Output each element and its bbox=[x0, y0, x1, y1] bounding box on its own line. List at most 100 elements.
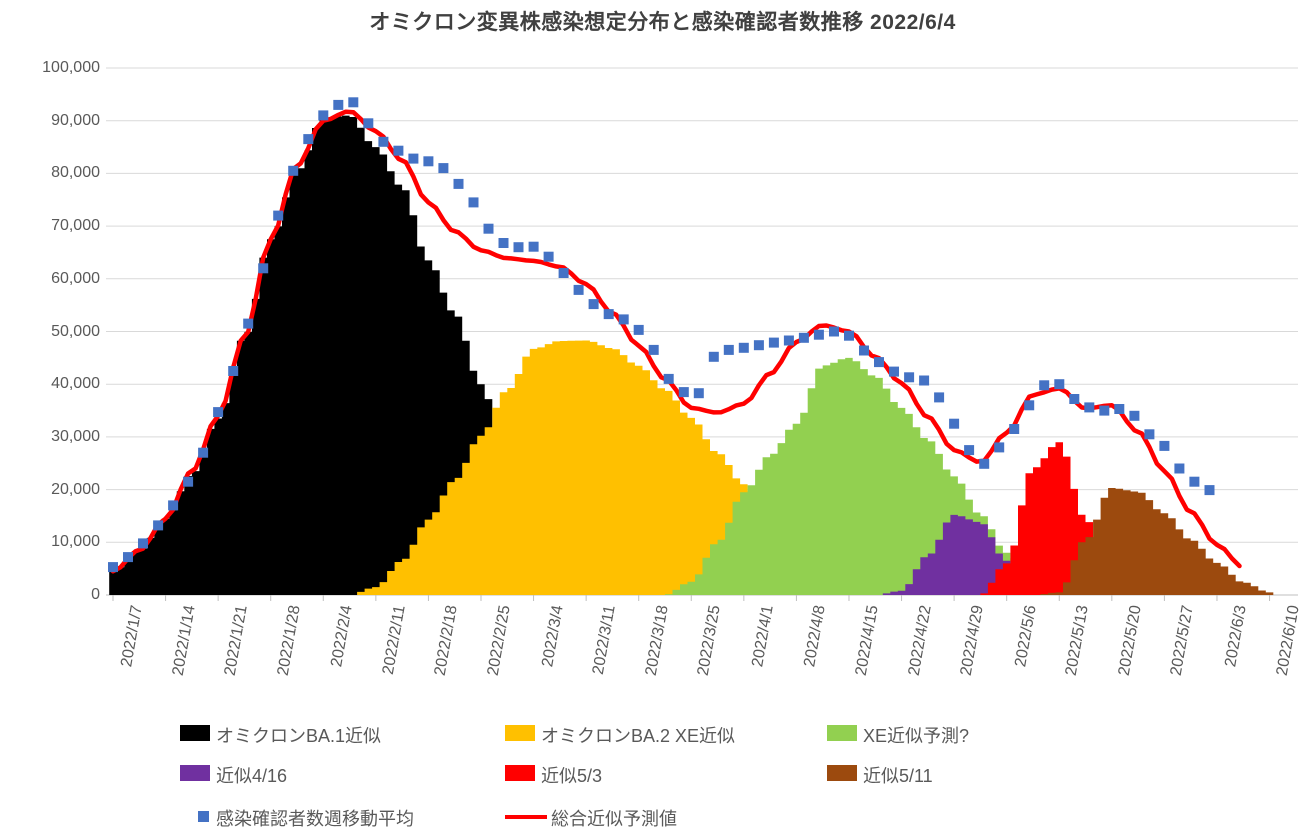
scatter-point bbox=[663, 373, 674, 384]
scatter-point bbox=[153, 520, 164, 531]
scatter-point bbox=[904, 372, 915, 383]
scatter-point bbox=[1159, 440, 1170, 451]
legend-square-marker-icon bbox=[198, 811, 209, 822]
y-axis-tick-label: 40,000 bbox=[51, 375, 100, 393]
y-axis-tick-label: 100,000 bbox=[42, 59, 100, 76]
scatter-point bbox=[513, 242, 524, 253]
legend-label: 近似4/16 bbox=[216, 766, 288, 786]
legend-swatch-icon bbox=[180, 725, 210, 741]
legend-label: 感染確認者数週移動平均 bbox=[216, 809, 414, 829]
scatter-point bbox=[573, 284, 584, 295]
y-axis-tick-label: 80,000 bbox=[51, 164, 100, 182]
legend-label: 総合近似予測値 bbox=[551, 809, 677, 829]
y-axis-tick-label: 20,000 bbox=[51, 480, 100, 498]
scatter-point bbox=[528, 241, 539, 252]
legend-label: 近似5/11 bbox=[863, 766, 933, 786]
legend-label: XE近似予測? bbox=[863, 726, 970, 746]
scatter-point bbox=[1039, 380, 1050, 391]
scatter-point bbox=[603, 309, 614, 320]
scatter-point bbox=[783, 335, 794, 346]
y-axis-tick-label: 60,000 bbox=[51, 269, 100, 287]
scatter-point bbox=[813, 329, 824, 340]
scatter-point bbox=[363, 118, 374, 129]
scatter-point bbox=[378, 136, 389, 147]
scatter-point bbox=[1114, 404, 1125, 414]
scatter-point bbox=[468, 197, 479, 208]
scatter-point bbox=[1099, 405, 1110, 416]
scatter-point bbox=[198, 447, 209, 458]
legend-swatch-icon bbox=[827, 765, 857, 781]
scatter-point bbox=[228, 366, 239, 376]
scatter-point bbox=[348, 97, 359, 108]
prediction-line bbox=[110, 109, 1242, 574]
scatter-point bbox=[453, 178, 464, 189]
scatter-point bbox=[318, 110, 329, 121]
scatter-point bbox=[648, 344, 659, 355]
y-axis-tick-label: 30,000 bbox=[51, 427, 100, 445]
scatter-point bbox=[1084, 402, 1095, 413]
chart-title: オミクロン変異株感染想定分布と感染確認者数推移 2022/6/4 bbox=[369, 11, 956, 34]
scatter-point bbox=[123, 552, 133, 563]
scatter-point bbox=[558, 268, 569, 278]
scatter-point bbox=[438, 163, 449, 174]
legend-line-icon bbox=[505, 815, 547, 819]
y-axis-tick-label: 70,000 bbox=[51, 217, 100, 235]
scatter-point bbox=[723, 344, 734, 355]
scatter-point bbox=[333, 99, 344, 110]
scatter-point bbox=[498, 238, 509, 248]
scatter-point bbox=[138, 538, 148, 549]
legend-label: オミクロンBA.2 XE近似 bbox=[541, 726, 736, 746]
scatter-point bbox=[1174, 463, 1185, 474]
scatter-point bbox=[844, 330, 854, 341]
y-axis-tick-label: 10,000 bbox=[51, 533, 100, 551]
scatter-point bbox=[618, 314, 629, 325]
scatter-point bbox=[168, 500, 179, 511]
scatter-point bbox=[393, 145, 404, 156]
area-series-1 bbox=[357, 340, 846, 595]
scatter-point bbox=[738, 342, 749, 353]
scatter-point bbox=[273, 210, 284, 221]
area-series-5 bbox=[1040, 488, 1274, 595]
scatter-point bbox=[423, 156, 434, 167]
scatter-point bbox=[753, 340, 764, 351]
scatter-point bbox=[633, 324, 644, 335]
scatter-point bbox=[108, 562, 118, 573]
y-axis-tick-label: 50,000 bbox=[51, 322, 100, 340]
scatter-point bbox=[1069, 394, 1080, 404]
y-axis-tick-label: 0 bbox=[91, 586, 100, 603]
scatter-point bbox=[708, 351, 719, 362]
scatter-point bbox=[964, 445, 975, 456]
scatter-point bbox=[768, 337, 779, 348]
scatter-point bbox=[979, 458, 990, 469]
scatter-point bbox=[949, 418, 960, 429]
scatter-point bbox=[829, 326, 839, 337]
legend-swatch-icon bbox=[827, 725, 857, 741]
scatter-point bbox=[994, 442, 1005, 453]
scatter-point bbox=[859, 345, 869, 356]
scatter-point bbox=[243, 318, 254, 329]
scatter-point bbox=[183, 476, 194, 487]
legend-label: オミクロンBA.1近似 bbox=[216, 726, 382, 746]
scatter-point bbox=[1189, 476, 1200, 487]
scatter-point bbox=[874, 357, 884, 368]
scatter-point bbox=[1054, 379, 1065, 390]
scatter-point bbox=[1204, 485, 1215, 496]
legend-swatch-icon bbox=[180, 765, 210, 781]
scatter-point bbox=[798, 332, 809, 343]
scatter-point bbox=[288, 165, 299, 176]
scatter-point bbox=[303, 134, 314, 145]
scatter-point bbox=[934, 392, 945, 403]
scatter-point bbox=[483, 223, 494, 234]
scatter-point bbox=[1009, 424, 1020, 434]
scatter-point bbox=[1024, 400, 1035, 411]
scatter-point bbox=[693, 388, 704, 399]
scatter-point bbox=[919, 375, 930, 386]
scatter-point bbox=[889, 366, 899, 377]
scatter-point bbox=[588, 299, 599, 310]
scatter-point bbox=[408, 153, 419, 164]
legend-swatch-icon bbox=[505, 725, 535, 741]
legend-swatch-icon bbox=[505, 765, 535, 781]
scatter-point bbox=[258, 263, 269, 274]
